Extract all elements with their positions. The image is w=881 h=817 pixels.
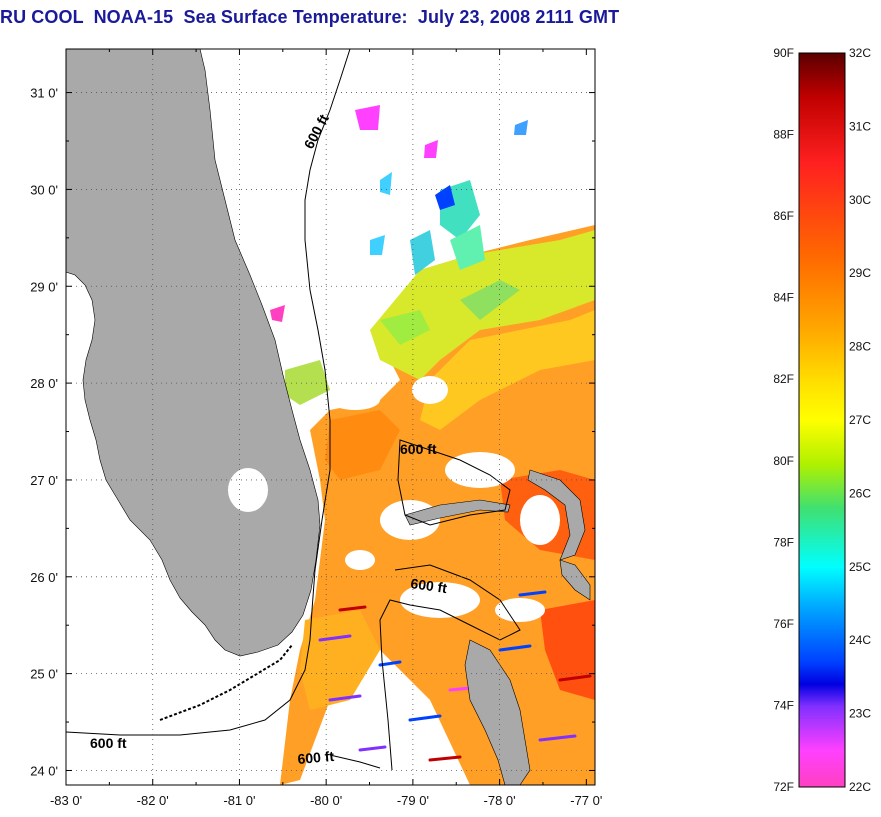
latitude-tick-label: 31 0' [30,86,58,101]
plot-frame [65,48,596,786]
colorbar-fahrenheit-label: 78F [773,535,794,549]
latitude-tick-label: 29 0' [30,279,58,294]
latitude-tick-label: 25 0' [30,667,58,682]
colorbar-fahrenheit-label: 82F [773,372,794,386]
latitude-tick-label: 28 0' [30,376,58,391]
longitude-tick-label: -79 0' [397,793,429,808]
longitude-tick-label: -81 0' [223,793,255,808]
lake-okeechobee [228,468,268,512]
colorbar-celsius-label: 29C [849,266,871,280]
latitude-tick-label: 27 0' [30,473,58,488]
graticule [65,49,595,785]
grand-bahama-island [404,499,511,526]
contour-label-600ft: 600 ft [297,748,335,767]
colorbar-gradient [798,52,846,788]
colorbar-fahrenheit-label: 84F [773,291,794,305]
colorbar-celsius-label: 32C [849,46,871,60]
longitude-tick-label: -78 0' [484,793,516,808]
colorbar-celsius-label: 22C [849,780,871,794]
bathymetry-contours [66,49,521,771]
colorbar-fahrenheit-label: 72F [773,780,794,794]
contour-label-600ft: 600 ft [400,441,437,457]
latitude-tick-label: 26 0' [30,570,58,585]
colorbar-fahrenheit-label: 76F [773,617,794,631]
contour-label-600ft: 600 ft [90,735,127,751]
colorbar-celsius-label: 26C [849,486,871,500]
eleuthera-island [559,559,591,601]
longitude-tick-label: -83 0' [50,793,82,808]
axis-tick-labels: -83 0' -82 0' -81 0' -80 0' -79 0' -78 0' -77 … [30,86,602,808]
colorbar-celsius-label: 27C [849,413,871,427]
longitude-tick-label: -82 0' [137,793,169,808]
colorbar-fahrenheit-label: 80F [773,454,794,468]
longitude-tick-label: -77 0' [570,793,602,808]
colorbar-celsius-label: 24C [849,633,871,647]
colorbar-fahrenheit-label: 90F [773,46,794,60]
map-title: RU COOL NOAA-15 Sea Surface Temperature:… [0,7,620,27]
latitude-tick-label: 30 0' [30,182,58,197]
colorbar-celsius-label: 25C [849,560,871,574]
longitude-tick-label: -80 0' [310,793,342,808]
contour-label-600ft: 600 ft [410,575,449,596]
map-plot-area [66,49,595,785]
colorbar-fahrenheit-label: 74F [773,698,794,712]
latitude-tick-label: 24 0' [30,763,58,778]
colorbar-celsius-label: 28C [849,340,871,354]
colorbar-fahrenheit-label: 88F [773,128,794,142]
andros-island [464,639,531,785]
colorbar: 90F 88F 86F 84F 82F 80F 78F 76F 74F 72F 32C 31C 30C 2… [773,46,871,794]
florida-keys [159,644,293,721]
colorbar-celsius-label: 31C [849,119,871,133]
colorbar-celsius-label: 23C [849,707,871,721]
colorbar-celsius-label: 30C [849,193,871,207]
colorbar-fahrenheit-label: 86F [773,209,794,223]
